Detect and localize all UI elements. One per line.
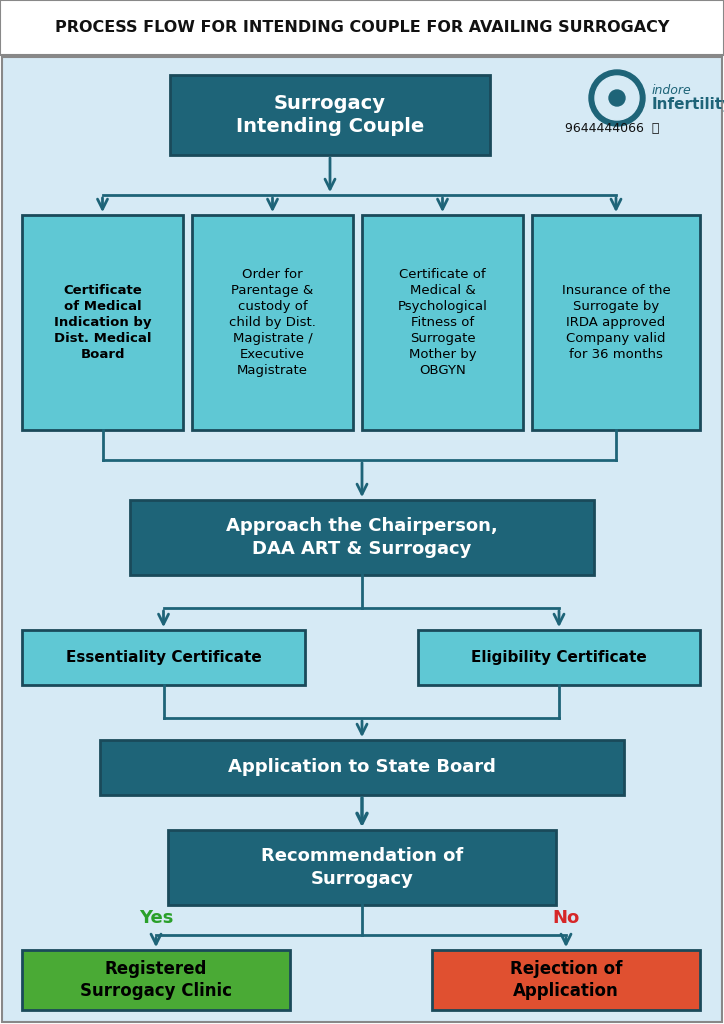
Text: Certificate of
Medical &
Psychological
Fitness of
Surrogate
Mother by
OBGYN: Certificate of Medical & Psychological F… — [397, 268, 487, 377]
Text: Application to State Board: Application to State Board — [228, 759, 496, 776]
FancyBboxPatch shape — [532, 215, 700, 430]
Text: PROCESS FLOW FOR INTENDING COUPLE FOR AVAILING SURROGACY: PROCESS FLOW FOR INTENDING COUPLE FOR AV… — [55, 20, 669, 35]
Text: Approach the Chairperson,
DAA ART & Surrogacy: Approach the Chairperson, DAA ART & Surr… — [226, 517, 498, 558]
FancyBboxPatch shape — [22, 630, 305, 685]
FancyBboxPatch shape — [22, 950, 290, 1010]
FancyBboxPatch shape — [22, 215, 183, 430]
Text: Insurance of the
Surrogate by
IRDA approved
Company valid
for 36 months: Insurance of the Surrogate by IRDA appro… — [562, 284, 670, 361]
Text: Eligibility Certificate: Eligibility Certificate — [471, 650, 647, 665]
Text: 9644444066  💬: 9644444066 💬 — [565, 122, 659, 134]
FancyBboxPatch shape — [432, 950, 700, 1010]
FancyBboxPatch shape — [100, 740, 624, 795]
FancyBboxPatch shape — [192, 215, 353, 430]
FancyBboxPatch shape — [130, 500, 594, 575]
Text: Infertility: Infertility — [652, 97, 724, 113]
Text: Essentiality Certificate: Essentiality Certificate — [66, 650, 261, 665]
FancyBboxPatch shape — [0, 0, 724, 55]
Text: indore: indore — [652, 85, 691, 97]
Text: No: No — [552, 909, 580, 927]
FancyBboxPatch shape — [418, 630, 700, 685]
Text: Certificate
of Medical
Indication by
Dist. Medical
Board: Certificate of Medical Indication by Dis… — [54, 284, 151, 361]
Circle shape — [595, 76, 639, 120]
Text: Registered
Surrogacy Clinic: Registered Surrogacy Clinic — [80, 959, 232, 1000]
Text: Rejection of
Application: Rejection of Application — [510, 959, 622, 1000]
FancyBboxPatch shape — [170, 75, 490, 155]
FancyBboxPatch shape — [2, 57, 722, 1022]
Circle shape — [589, 70, 645, 126]
Text: Order for
Parentage &
custody of
child by Dist.
Magistrate /
Executive
Magistrat: Order for Parentage & custody of child b… — [229, 268, 316, 377]
FancyBboxPatch shape — [362, 215, 523, 430]
Text: Surrogacy
Intending Couple: Surrogacy Intending Couple — [236, 94, 424, 136]
FancyBboxPatch shape — [168, 830, 556, 905]
Text: Yes: Yes — [139, 909, 173, 927]
Text: Recommendation of
Surrogacy: Recommendation of Surrogacy — [261, 848, 463, 888]
Circle shape — [609, 90, 625, 106]
